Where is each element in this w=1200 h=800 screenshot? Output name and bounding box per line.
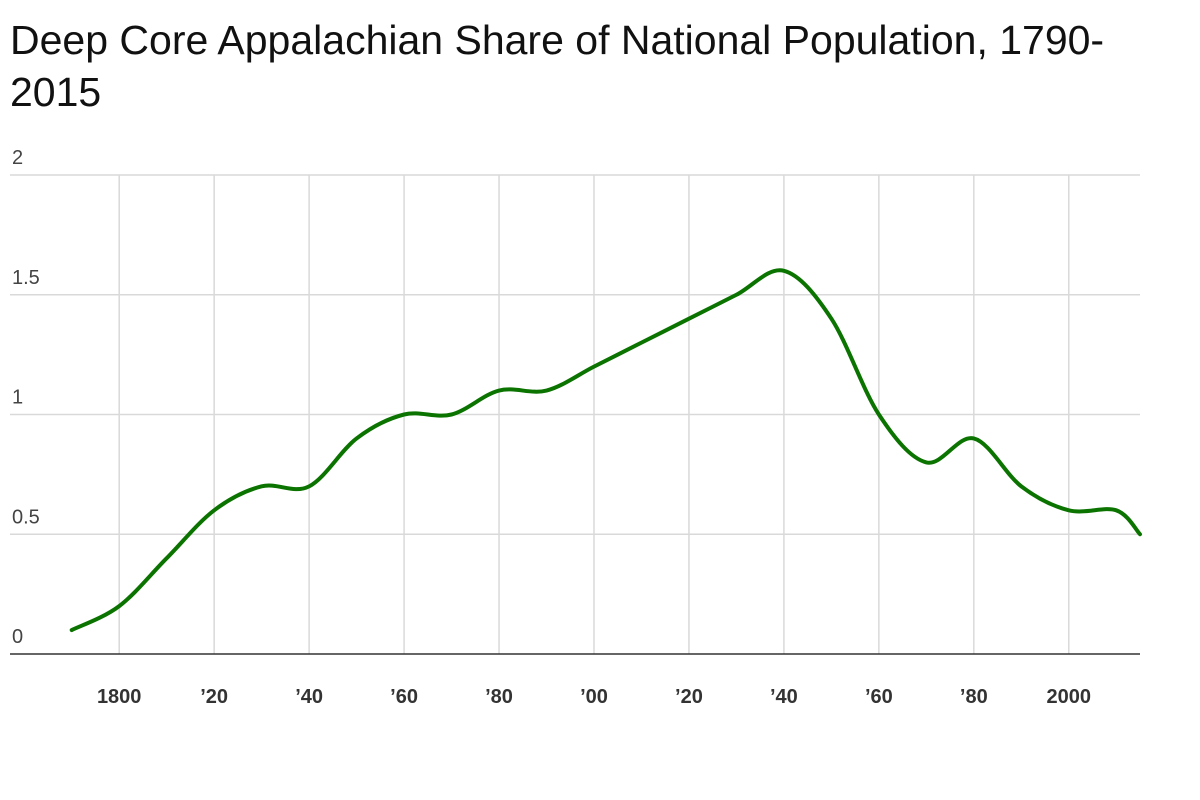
grid-layer — [10, 174, 1140, 655]
x-tick-label: ’60 — [390, 686, 418, 708]
y-tick-label: 0 — [12, 626, 23, 648]
y-tick-label: 0.5 — [12, 506, 40, 528]
series-layer — [69, 268, 1142, 633]
x-tick-label: ’40 — [295, 686, 323, 708]
chart-title: Deep Core Appalachian Share of National … — [10, 17, 1105, 115]
x-tick-label: ’80 — [485, 686, 513, 708]
x-axis-ticks: 1800 ’20 ’40 ’60 ’80 ’00 ’20 ’40 ’60 ’80 2000 — [97, 686, 1091, 708]
y-tick-label: 2 — [12, 147, 23, 169]
x-tick-label: ’20 — [200, 686, 228, 708]
x-tick-label: ’40 — [770, 686, 798, 708]
y-axis-ticks: 0 0.5 1 1.5 2 — [12, 147, 40, 648]
y-tick-label: 1 — [12, 387, 23, 409]
x-tick-label: 1800 — [97, 686, 142, 708]
series-line — [69, 268, 1142, 633]
y-tick-label: 1.5 — [12, 267, 40, 289]
x-tick-label: 2000 — [1047, 686, 1092, 708]
x-tick-label: ’80 — [960, 686, 988, 708]
x-tick-label: ’00 — [580, 686, 608, 708]
x-tick-label: ’60 — [865, 686, 893, 708]
x-tick-label: ’20 — [675, 686, 703, 708]
